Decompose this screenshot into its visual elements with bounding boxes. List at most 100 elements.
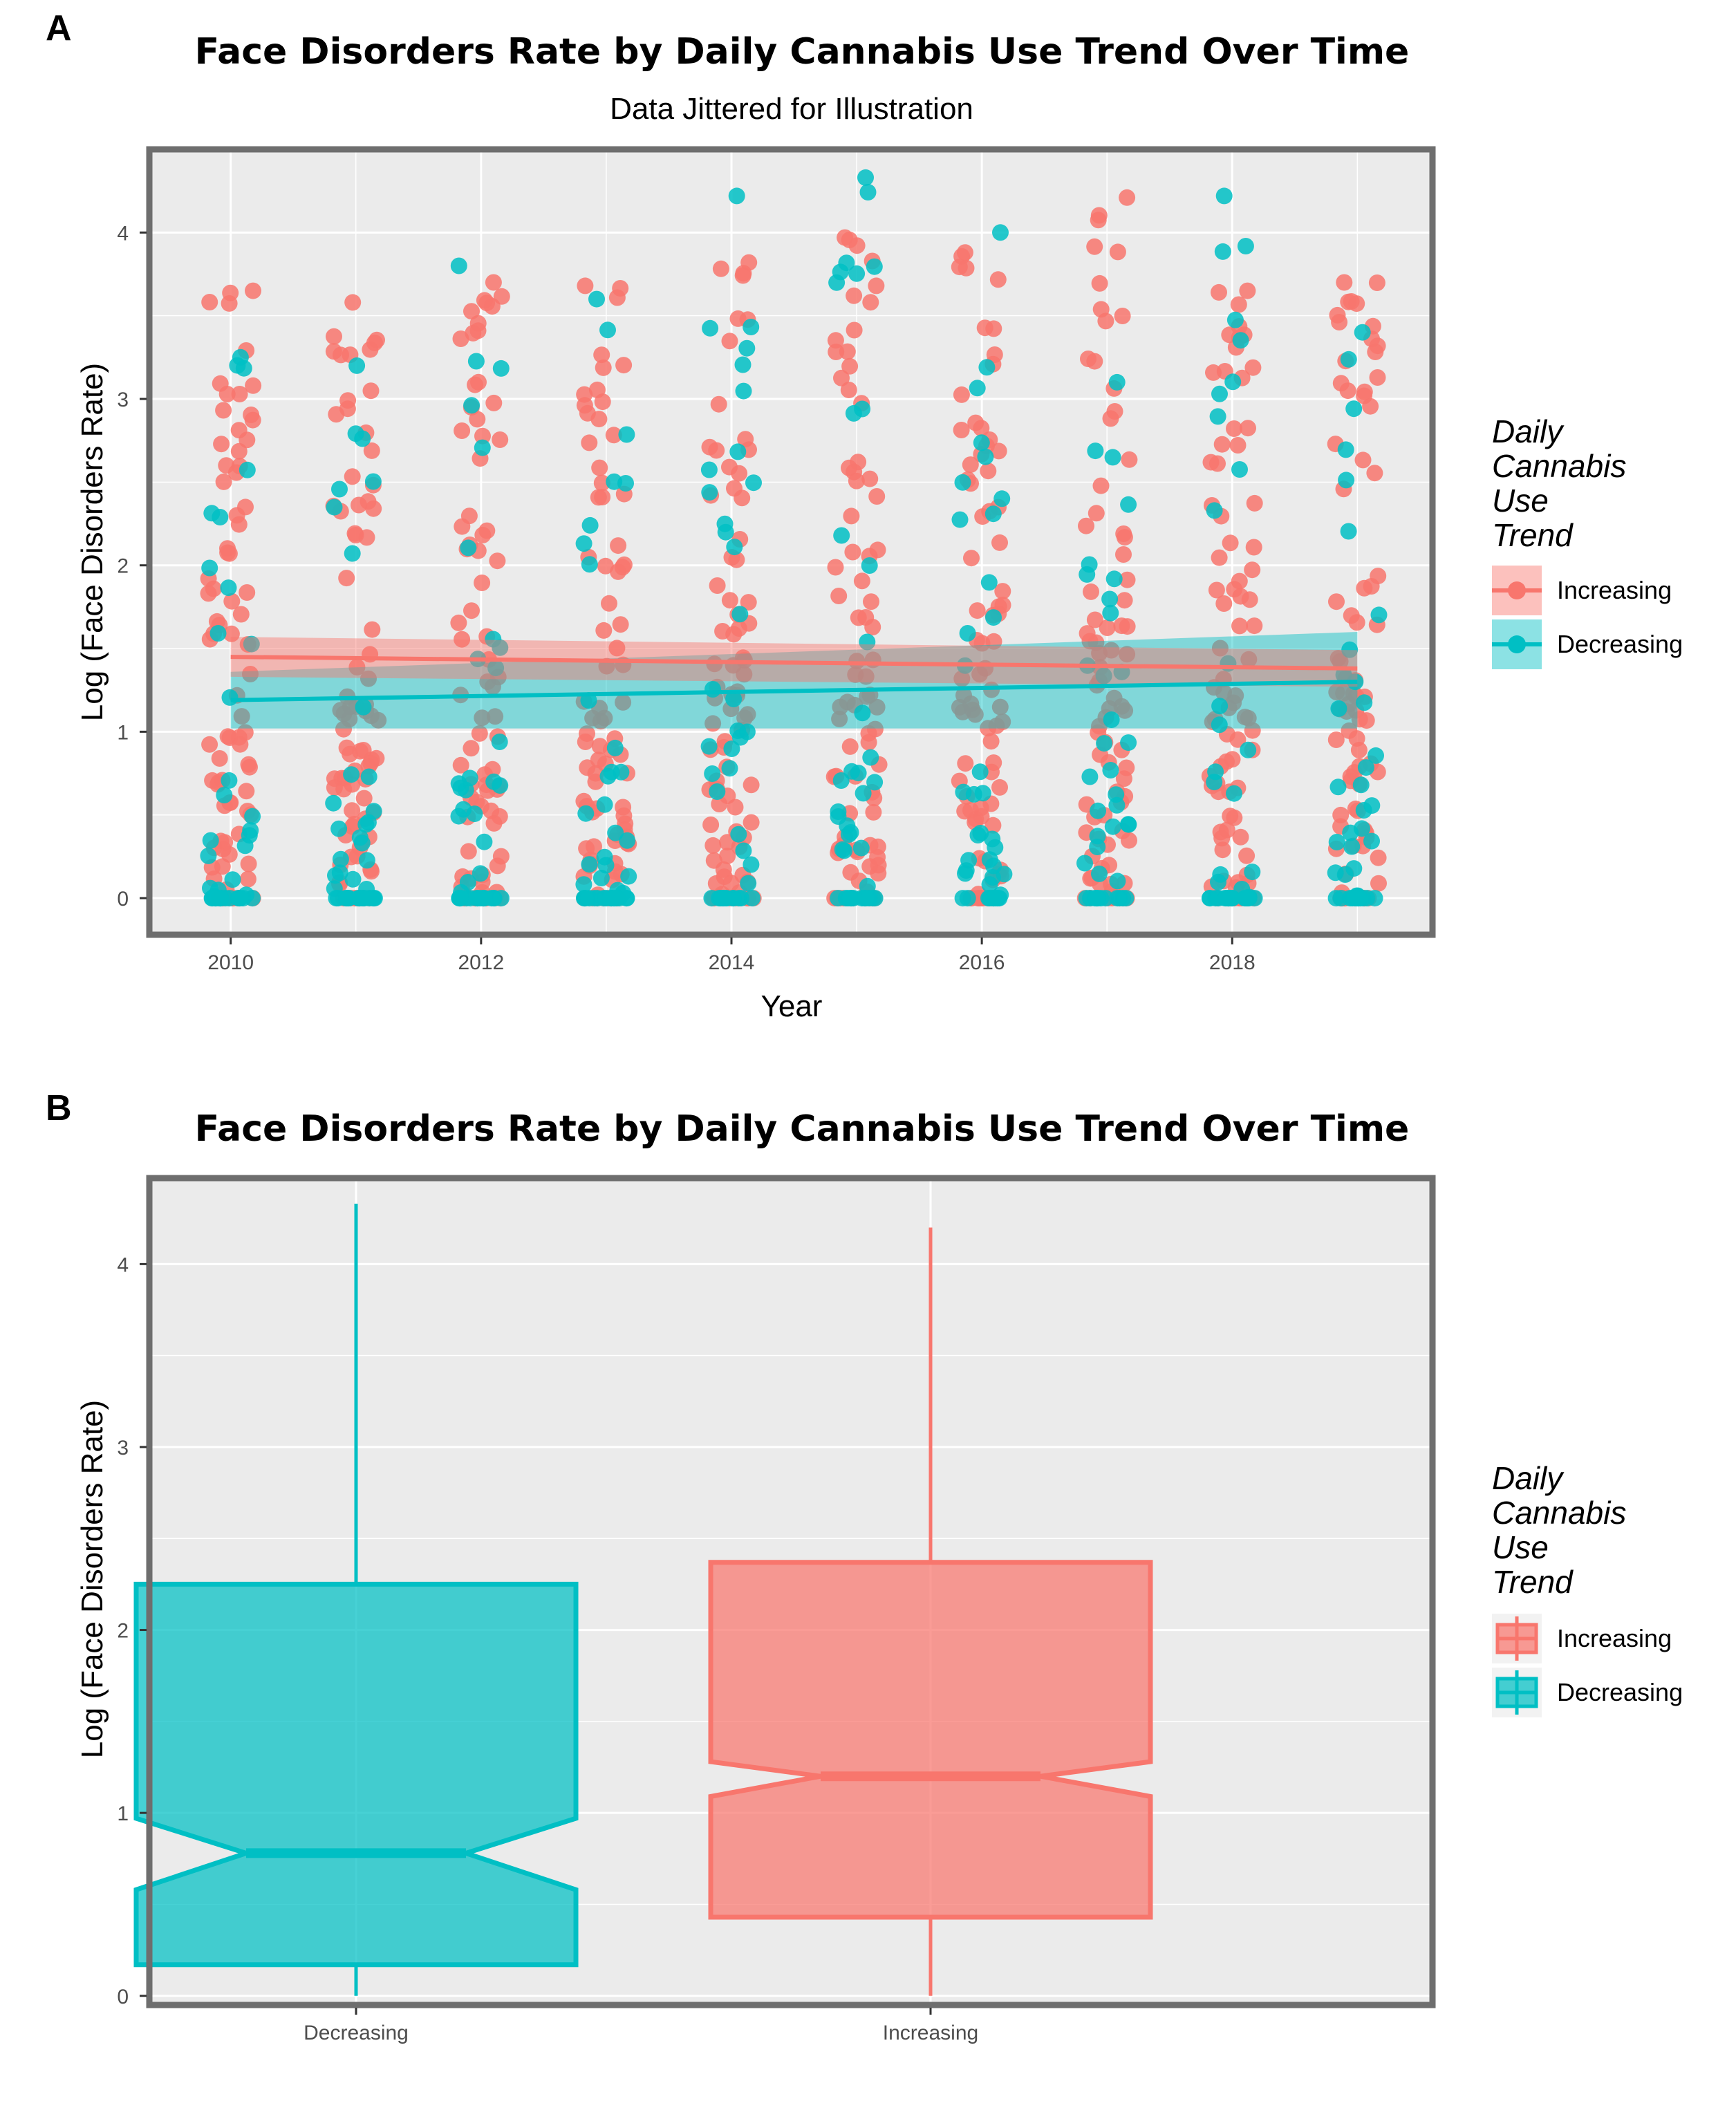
data-point-increasing (743, 776, 760, 794)
data-point-decreasing (1356, 694, 1373, 711)
data-point-decreasing (485, 773, 503, 790)
data-point-decreasing (866, 774, 884, 791)
data-point-increasing (953, 386, 970, 403)
data-point-decreasing (1343, 838, 1361, 855)
data-point-decreasing (243, 635, 260, 653)
data-point-decreasing (1340, 351, 1357, 368)
data-point-increasing (1369, 369, 1386, 386)
data-point-increasing (364, 621, 381, 638)
data-point-increasing (1081, 633, 1099, 650)
data-point-decreasing (854, 400, 871, 418)
data-point-increasing (991, 778, 1008, 796)
data-point-increasing (213, 436, 230, 453)
data-point-increasing (1092, 477, 1110, 494)
data-point-decreasing (854, 705, 871, 722)
data-point-decreasing (735, 382, 752, 400)
x-tick-label: 2016 (959, 951, 1005, 974)
data-point-decreasing (1109, 873, 1126, 890)
y-axis-title-b: Log (Face Disorders Rate) (75, 1400, 109, 1758)
data-point-increasing (830, 588, 848, 604)
data-point-decreasing (1079, 566, 1096, 583)
data-point-increasing (989, 271, 1007, 288)
data-point-increasing (452, 330, 469, 347)
data-point-increasing (452, 756, 469, 774)
legend-a-title-line-4: Trend (1492, 517, 1574, 553)
chart-a-subtitle: Data Jittered for Illustration (610, 92, 973, 126)
data-point-decreasing (1105, 570, 1123, 588)
data-point-increasing (1226, 420, 1242, 437)
data-point-decreasing (216, 787, 233, 803)
data-point-increasing (366, 334, 383, 351)
data-point-increasing (245, 282, 261, 299)
data-point-increasing (595, 359, 612, 376)
y-tick-label: 1 (117, 721, 129, 744)
data-point-increasing (994, 583, 1011, 600)
data-point-increasing (1356, 387, 1373, 404)
data-point-decreasing (985, 609, 1002, 626)
data-point-increasing (223, 593, 241, 610)
data-point-decreasing (348, 357, 366, 374)
data-point-increasing (591, 738, 608, 755)
data-point-increasing (594, 393, 611, 411)
data-point-increasing (454, 518, 471, 535)
legend-a-title-line-3: Use (1492, 483, 1549, 519)
data-point-decreasing (1237, 890, 1254, 907)
plot-a-axes: 0 1 2 3 4 2010 2012 2014 2016 2018 (117, 222, 1255, 974)
data-point-increasing (593, 346, 610, 364)
data-point-decreasing (1368, 747, 1384, 764)
data-point-increasing (335, 781, 353, 798)
data-point-decreasing (723, 740, 740, 757)
data-point-increasing (463, 303, 480, 320)
data-point-decreasing (833, 527, 850, 544)
data-point-decreasing (1363, 832, 1380, 850)
data-point-decreasing (731, 606, 749, 623)
data-point-increasing (868, 488, 886, 505)
data-point-decreasing (1226, 311, 1244, 328)
data-point-decreasing (620, 868, 637, 885)
data-point-increasing (1091, 274, 1108, 292)
data-point-decreasing (357, 816, 375, 833)
data-point-increasing (236, 724, 254, 741)
data-point-increasing (365, 500, 382, 517)
data-point-increasing (595, 622, 613, 639)
data-point-increasing (1114, 308, 1131, 324)
data-point-decreasing (581, 516, 599, 534)
data-point-increasing (593, 474, 610, 492)
data-point-increasing (590, 411, 608, 428)
y-tick-label: 3 (117, 1437, 129, 1459)
data-point-decreasing (1090, 802, 1106, 819)
data-point-decreasing (221, 772, 238, 789)
data-point-decreasing (745, 474, 762, 492)
data-point-decreasing (1211, 716, 1228, 734)
data-point-decreasing (492, 890, 510, 907)
data-point-increasing (844, 543, 861, 561)
data-point-increasing (348, 659, 366, 675)
data-point-increasing (1244, 722, 1261, 739)
data-point-decreasing (460, 539, 477, 557)
data-point-decreasing (1104, 449, 1121, 466)
data-point-decreasing (492, 360, 510, 377)
chart-a-title: Face Disorders Rate by Daily Cannabis Us… (195, 31, 1410, 73)
data-point-increasing (859, 688, 876, 705)
data-point-decreasing (969, 827, 987, 843)
data-point-decreasing (729, 443, 747, 460)
data-point-decreasing (589, 890, 606, 907)
legend-a-label-decreasing: Decreasing (1557, 630, 1683, 658)
data-point-decreasing (209, 625, 227, 642)
data-point-decreasing (992, 224, 1009, 241)
data-point-decreasing (1335, 666, 1352, 683)
data-point-decreasing (1108, 373, 1126, 391)
data-point-increasing (239, 870, 256, 888)
data-point-decreasing (1354, 324, 1371, 341)
data-point-decreasing (577, 890, 594, 907)
data-point-decreasing (202, 832, 219, 849)
data-point-increasing (454, 422, 471, 439)
data-point-decreasing (344, 545, 361, 562)
data-point-increasing (1239, 282, 1256, 299)
data-point-decreasing (203, 505, 221, 522)
data-point-increasing (850, 454, 867, 471)
data-point-decreasing (485, 631, 502, 648)
data-point-increasing (734, 267, 752, 284)
data-point-increasing (1356, 579, 1373, 597)
plot-b-boxes (133, 1204, 1153, 1996)
